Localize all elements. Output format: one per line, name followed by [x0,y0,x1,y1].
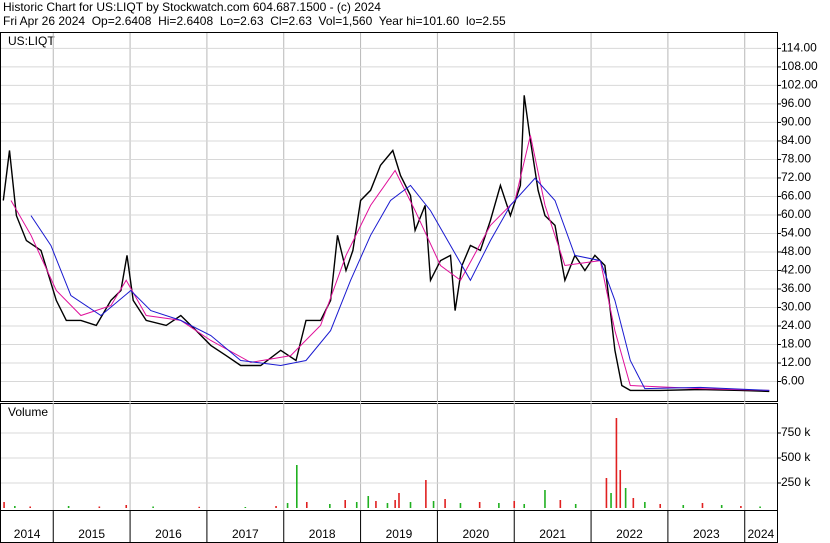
price-line [10,135,770,391]
volume-bar [425,480,427,508]
x-tick-label: 2019 [386,527,413,541]
volume-panel [0,403,778,511]
volume-bar [624,488,627,508]
y-tick-label: 90.00 [781,115,811,129]
volume-bar [244,507,247,508]
y-tick-label: 750 k [781,425,811,439]
x-tick-label: 2016 [155,527,182,541]
y-tick-label: 54.00 [781,226,811,240]
y-tick-label: 48.00 [781,244,811,258]
volume-bar [98,506,101,508]
x-tick-label: 2022 [616,527,643,541]
volume-label: Volume [8,405,48,419]
price-line [2,95,770,393]
y-tick-label: 78.00 [781,152,811,166]
y-tick-label: 102.00 [781,78,818,92]
x-tick-label: 2021 [539,527,566,541]
volume-bar [659,504,662,508]
volume-bar [605,478,608,508]
x-tick-label: 2014 [14,527,41,541]
y-tick-label: 12.00 [781,355,811,369]
volume-bar [375,501,377,508]
volume-bar [740,506,742,508]
y-tick-label: 84.00 [781,133,811,147]
y-tick-label: 96.00 [781,96,811,110]
volume-bar [125,505,128,508]
x-tick-label: 2017 [232,527,259,541]
volume-bar [632,498,635,508]
volume-bar [444,499,446,508]
volume-bar [386,503,389,508]
y-tick-label: 60.00 [781,207,811,221]
y-tick-label: 36.00 [781,281,811,295]
x-tick-label: 2018 [309,527,336,541]
price-line [30,177,770,391]
volume-bar [398,493,400,508]
volume-bar [3,502,5,508]
volume-bar [619,470,622,508]
volume-bar [498,503,500,508]
x-tick-label: 2024 [748,527,775,541]
header-quote: Fri Apr 26 2024 Op=2.6408 Hi=2.6408 Lo=2… [3,14,506,28]
y-tick-label: 24.00 [781,318,811,332]
price-panel [0,32,778,402]
volume-bar [367,496,370,508]
volume-bar [574,504,577,508]
volume-bar [701,503,704,508]
volume-bar [610,493,612,508]
volume-bar [513,501,516,508]
y-tick-label: 114.00 [781,41,817,55]
volume-bar [355,502,358,508]
volume-bar [29,506,31,508]
y-tick-label: 108.00 [781,59,818,73]
y-tick-label: 66.00 [781,189,811,203]
y-tick-label: 500 k [781,450,811,464]
volume-bar [275,506,277,508]
y-tick-label: 30.00 [781,300,811,314]
y-tick-label: 6.00 [781,374,805,388]
volume-bar [296,465,298,508]
volume-bar [478,502,481,508]
volume-bar [344,500,347,508]
volume-bar [409,502,412,508]
x-tick-label: 2020 [462,527,489,541]
volume-bar [523,504,526,508]
volume-bar [682,505,685,508]
volume-bar [559,500,562,508]
volume-bar [759,506,761,508]
y-tick-label: 18.00 [781,337,811,351]
volume-bar [644,502,646,508]
volume-bar [329,504,331,508]
y-tick-label: 250 k [781,475,811,489]
x-tick-label: 2015 [78,527,105,541]
volume-bar [67,506,70,508]
volume-bar [544,490,546,508]
volume-bar [459,503,462,508]
y-tick-label: 42.00 [781,263,811,277]
volume-bar [305,502,308,508]
volume-bar [14,506,16,508]
volume-bar [394,500,396,508]
volume-bar [152,506,154,508]
header-title: Historic Chart for US:LIQT by Stockwatch… [3,0,381,14]
volume-bar [198,506,201,508]
volume-bar [720,505,723,508]
volume-bar [432,501,435,508]
volume-bar [615,418,618,508]
x-tick-label: 2023 [693,527,720,541]
volume-bar [286,503,289,508]
symbol-label: US:LIQT [8,34,55,48]
y-tick-label: 72.00 [781,170,811,184]
